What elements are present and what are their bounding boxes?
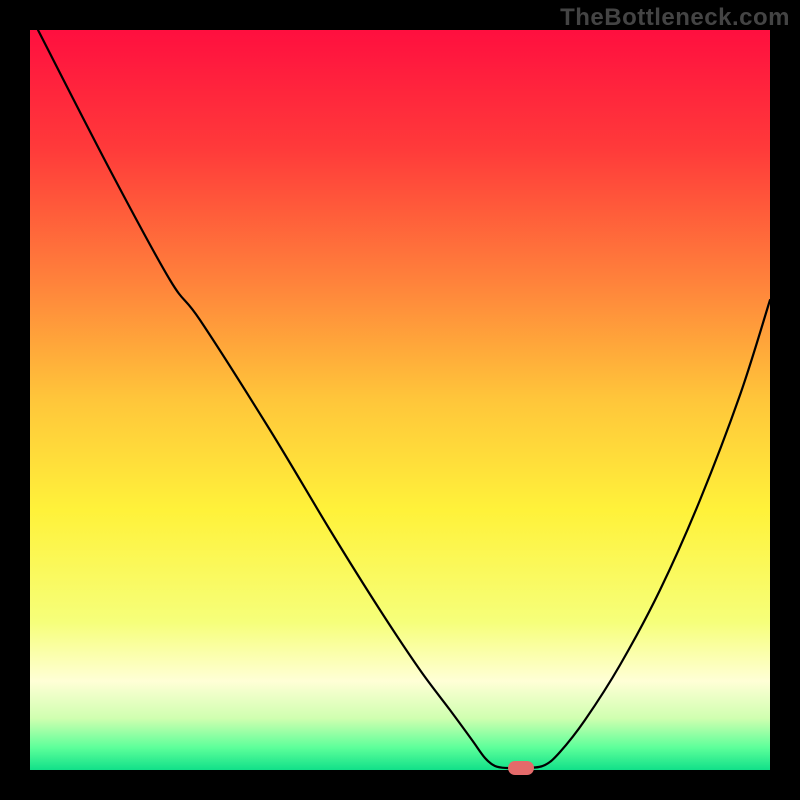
optimal-marker [508,761,534,775]
bottleneck-chart: TheBottleneck.com [0,0,800,800]
plot-background [30,30,770,770]
chart-canvas [0,0,800,800]
